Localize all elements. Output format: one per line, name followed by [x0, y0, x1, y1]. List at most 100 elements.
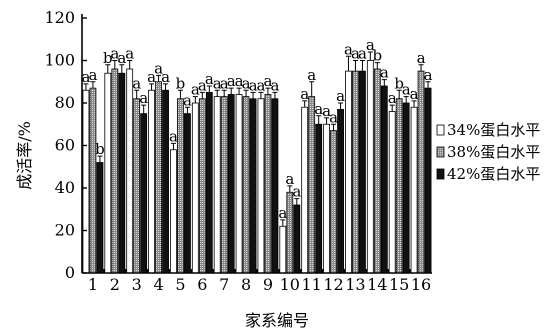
significance-label-2-series-1: b: [103, 49, 113, 67]
bar-2-series-1: [104, 72, 112, 274]
bar-2-series-2: [111, 68, 119, 274]
significance-label-8-series-2: a: [242, 74, 251, 92]
significance-label-4-series-1: a: [147, 68, 156, 86]
x-tick-label-12: 12: [323, 275, 343, 294]
bar-14-series-3: [380, 85, 388, 274]
significance-label-10-series-1: a: [278, 204, 287, 222]
significance-label-11-series-1: a: [300, 85, 309, 103]
bar-16-series-2: [417, 70, 425, 274]
legend-label-series-1: 34%蛋白水平: [447, 121, 540, 139]
x-tick-label-7: 7: [219, 275, 229, 294]
y-tick-label-80: 80: [55, 93, 75, 112]
y-tick-label-100: 100: [44, 51, 75, 70]
bar-15-series-3: [402, 102, 410, 274]
significance-label-14-series-1: a: [366, 36, 375, 54]
bar-13-series-1: [345, 70, 352, 274]
y-tick-label-60: 60: [55, 136, 75, 155]
legend-swatch-series-2: [436, 146, 445, 158]
significance-label-7-series-1: a: [213, 74, 222, 92]
significance-label-8-series-1: a: [235, 72, 244, 90]
significance-label-5-series-3: a: [183, 91, 192, 109]
significance-label-12-series-3: a: [336, 87, 345, 105]
bar-13-series-2: [352, 70, 359, 274]
bar-5-series-3: [184, 113, 191, 274]
bar-9-series-1: [257, 98, 265, 274]
significance-label-14-series-3: a: [380, 64, 389, 82]
bar-9-series-3: [271, 98, 279, 274]
significance-label-2-series-3: a: [117, 49, 126, 67]
bar-11-series-2: [308, 96, 316, 274]
bar-7-series-3: [227, 94, 235, 274]
bar-6-series-2: [198, 98, 206, 274]
bar-4-series-2: [155, 81, 162, 274]
x-tick-label-5: 5: [175, 275, 185, 294]
significance-label-3-series-1: a: [125, 45, 134, 63]
x-axis-title: 家系编号: [245, 311, 309, 330]
significance-label-9-series-3: a: [270, 76, 279, 94]
x-tick-label-14: 14: [367, 275, 387, 294]
y-tick-label-40: 40: [55, 178, 75, 197]
x-tick-label-4: 4: [153, 275, 163, 294]
bar-16-series-3: [424, 87, 432, 274]
bar-8-series-3: [249, 98, 257, 274]
bar-13-series-3: [359, 70, 366, 274]
x-tick-label-10: 10: [280, 275, 300, 294]
bar-10-series-2: [286, 191, 294, 274]
significance-label-12-series-2: a: [329, 108, 338, 126]
x-tick-label-16: 16: [411, 275, 431, 294]
bar-5-series-2: [177, 98, 184, 274]
bar-15-series-1: [388, 111, 396, 274]
bar-1-series-1: [82, 89, 90, 274]
legend: 34%蛋白水平 38%蛋白水平 42%蛋白水平: [436, 121, 540, 183]
significance-label-12-series-1: a: [322, 102, 331, 120]
significance-label-8-series-3: a: [249, 76, 258, 94]
x-tick-label-8: 8: [241, 275, 251, 294]
significance-label-4-series-2: a: [154, 59, 163, 77]
bar-1-series-3: [96, 162, 104, 274]
significance-label-7-series-3: a: [227, 72, 236, 90]
significance-label-16-series-1: a: [410, 85, 419, 103]
significance-label-5-series-1: a: [169, 127, 178, 145]
bar-9-series-2: [264, 94, 272, 274]
x-tick-label-11: 11: [302, 275, 322, 294]
significance-label-6-series-3: a: [205, 70, 214, 88]
significance-label-9-series-2: a: [263, 72, 272, 90]
x-tick-label-15: 15: [389, 275, 409, 294]
significance-label-6-series-1: a: [191, 81, 200, 99]
significance-label-5-series-2: b: [176, 74, 186, 92]
significance-label-15-series-2: b: [394, 74, 404, 92]
significance-label-11-series-3: a: [314, 100, 323, 118]
x-tick-label-2: 2: [110, 275, 120, 294]
x-tick-label-1: 1: [88, 275, 98, 294]
bar-8-series-2: [242, 96, 250, 274]
bar-3-series-1: [126, 68, 134, 274]
bar-14-series-2: [373, 68, 381, 274]
bar-10-series-1: [279, 225, 287, 274]
significance-label-1-series-3: b: [95, 140, 105, 158]
y-axis-title: 成活率/%: [15, 121, 34, 190]
y-tick-label-20: 20: [55, 221, 75, 240]
x-tick-label-3: 3: [132, 275, 142, 294]
significance-label-4-series-3: a: [161, 68, 170, 86]
bar-8-series-1: [235, 94, 243, 274]
significance-label-16-series-2: a: [417, 49, 426, 67]
significance-label-11-series-2: a: [307, 66, 316, 84]
bar-12-series-1: [323, 123, 330, 274]
significance-label-3-series-2: a: [132, 74, 141, 92]
bar-7-series-1: [213, 96, 221, 274]
legend-swatch-series-1: [436, 124, 445, 136]
bar-12-series-3: [337, 108, 344, 274]
significance-label-10-series-2: a: [285, 170, 294, 188]
significance-label-13-series-1: a: [344, 40, 353, 58]
bar-4-series-3: [162, 89, 169, 274]
significance-label-14-series-2: b: [373, 47, 383, 65]
bar-2-series-3: [118, 72, 126, 274]
bar-11-series-3: [315, 123, 323, 274]
significance-label-15-series-1: a: [388, 89, 397, 107]
bar-4-series-1: [148, 89, 155, 274]
bar-3-series-2: [133, 98, 141, 274]
bar-5-series-1: [170, 149, 177, 274]
bar-10-series-3: [293, 204, 301, 274]
legend-label-series-3: 42%蛋白水平: [447, 165, 540, 183]
